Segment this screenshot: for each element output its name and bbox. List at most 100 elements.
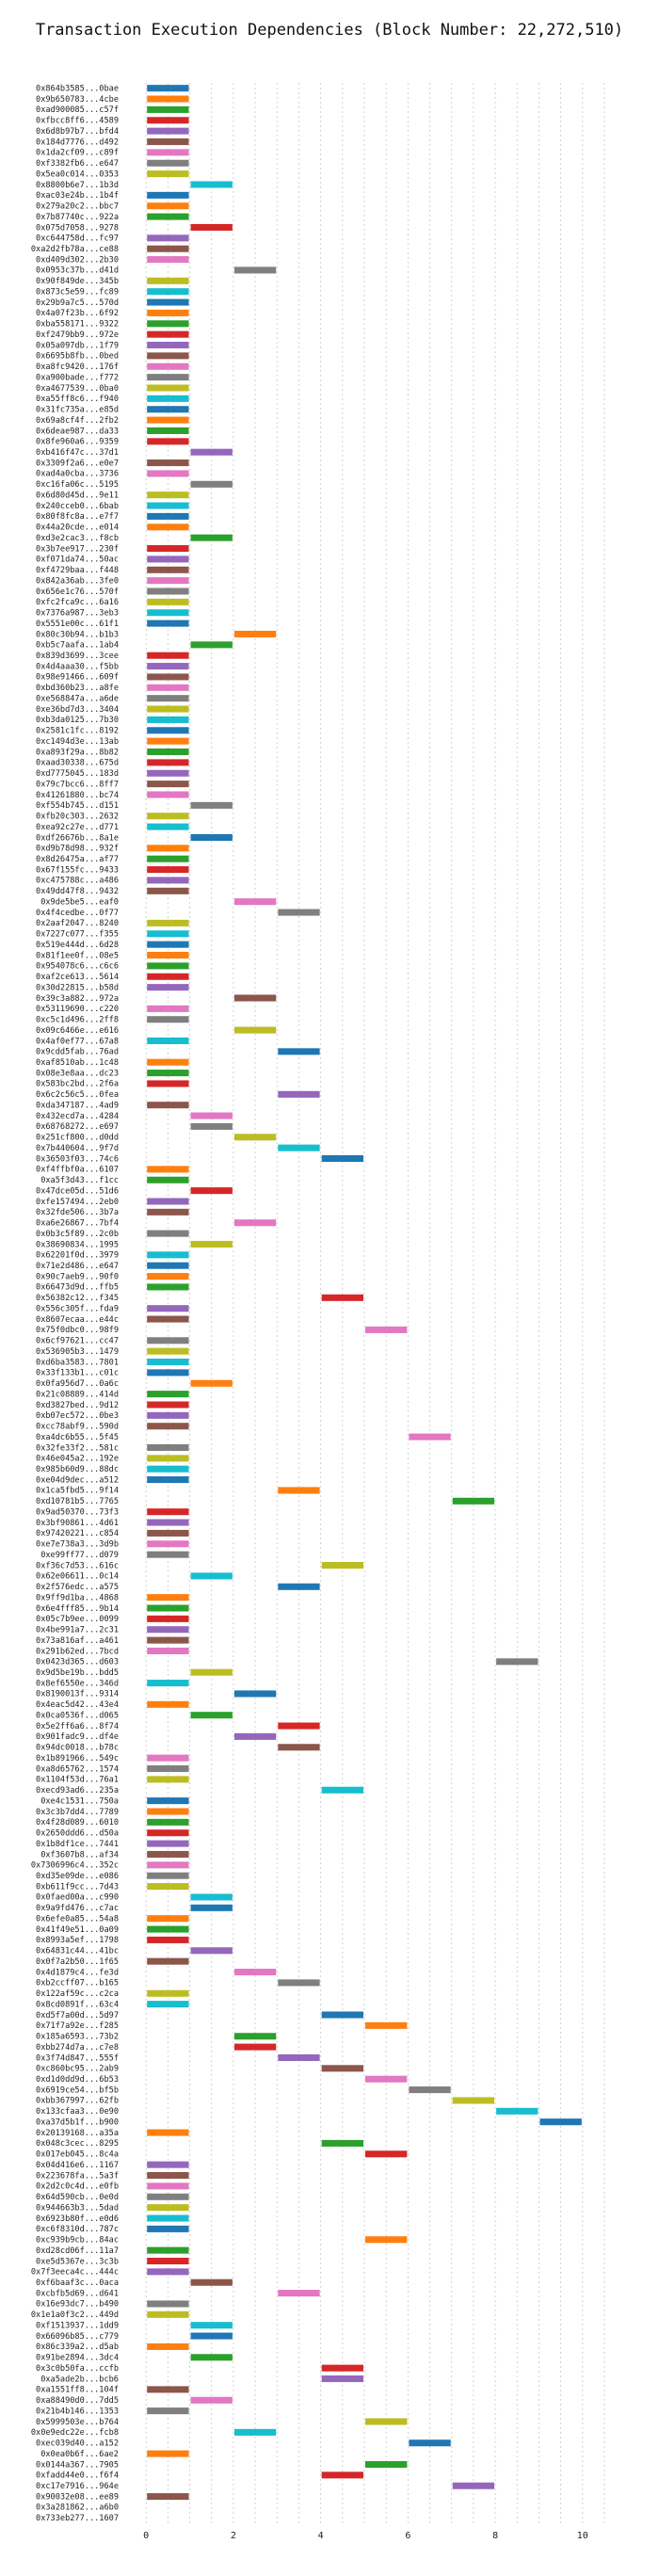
- transaction-label: 0xa4dc6b55...5f45: [36, 1433, 119, 1442]
- execution-bar: [147, 1455, 189, 1462]
- execution-bar: [409, 2086, 451, 2094]
- transaction-label: 0x64831c44...41bc: [36, 1947, 119, 1956]
- execution-bar: [147, 1005, 189, 1012]
- execution-bar: [190, 1572, 233, 1580]
- transaction-label: 0x62201f0d...3979: [36, 1251, 119, 1261]
- transaction-label: 0xda347187...4ad9: [36, 1101, 119, 1110]
- execution-bar: [321, 2471, 363, 2479]
- transaction-label: 0xd28cd06f...11a7: [36, 2246, 119, 2256]
- execution-bar: [147, 1337, 189, 1344]
- execution-bar: [147, 2300, 189, 2308]
- execution-bar: [147, 298, 189, 306]
- transaction-label: 0xe04d9dec...a512: [36, 1475, 119, 1485]
- transaction-label: 0xa88490d0...7dd5: [36, 2396, 119, 2406]
- transaction-label: 0x6919ce54...bf5b: [36, 2085, 119, 2095]
- transaction-label: 0xe99ff77...d079: [40, 1551, 119, 1560]
- execution-bar: [147, 695, 189, 702]
- transaction-label: 0x251cf800...d0dd: [36, 1134, 119, 1143]
- execution-bar: [147, 2214, 189, 2222]
- transaction-label: 0x0ea0b6f...6ae2: [40, 2450, 119, 2459]
- transaction-label: 0x4d4aaa30...f5bb: [36, 662, 119, 671]
- execution-bar: [147, 1754, 189, 1762]
- execution-bar: [147, 320, 189, 328]
- transaction-label: 0x73a816af...a461: [36, 1636, 119, 1646]
- execution-bar: [147, 737, 189, 745]
- transaction-label: 0x68768272...e697: [36, 1122, 119, 1132]
- execution-bar: [147, 117, 189, 124]
- execution-bar: [147, 1915, 189, 1923]
- transaction-label: 0x49dd47f8...9432: [36, 887, 119, 896]
- execution-bar: [147, 1080, 189, 1087]
- execution-bar: [147, 577, 189, 585]
- transaction-label: 0x2581c1fc...8192: [36, 727, 119, 736]
- transaction-label: 0x36503f03...74c6: [36, 1154, 119, 1164]
- transaction-label: 0xfb20c303...2632: [36, 813, 119, 822]
- transaction-label: 0x2d2c0c4d...e0fb: [36, 2182, 119, 2192]
- execution-bar: [147, 416, 189, 424]
- execution-bar: [147, 277, 189, 284]
- execution-bar: [190, 223, 233, 231]
- execution-bar: [147, 1273, 189, 1280]
- execution-bar: [147, 2204, 189, 2212]
- execution-bar: [147, 1776, 189, 1783]
- execution-bar: [147, 523, 189, 531]
- execution-bar: [147, 673, 189, 681]
- transaction-label: 0x7376a987...3eb3: [36, 609, 119, 619]
- transaction-label: 0xb5c7aafa...1ab4: [36, 641, 119, 651]
- transaction-label: 0x67f155fc...9433: [36, 865, 119, 875]
- execution-bar: [190, 1712, 233, 1719]
- execution-bar: [147, 1251, 189, 1259]
- execution-bar: [147, 1369, 189, 1377]
- execution-bar: [409, 2439, 451, 2447]
- transaction-label: 0xf2479bb9...972e: [36, 330, 119, 340]
- execution-bar: [147, 749, 189, 756]
- transaction-label: 0x536905b3...1479: [36, 1347, 119, 1357]
- execution-bar: [233, 266, 277, 274]
- transaction-label: 0xf36c7d53...616c: [36, 1561, 119, 1570]
- transaction-label: 0x1104f53d...76a1: [36, 1776, 119, 1785]
- execution-bar: [190, 1122, 233, 1130]
- execution-bar: [147, 2161, 189, 2168]
- transaction-label: 0x62e06611...0c14: [36, 1572, 119, 1582]
- transaction-label: 0x09c6466e...e616: [36, 1026, 119, 1036]
- transaction-label: 0xbb367997...62fb: [36, 2097, 119, 2106]
- transaction-label: 0x41261880...bc74: [36, 791, 119, 800]
- execution-bar: [147, 406, 189, 413]
- transaction-label: 0x05c7b9ee...0099: [36, 1615, 119, 1624]
- transaction-label: 0x9ff9d1ba...4868: [36, 1593, 119, 1602]
- transaction-label: 0x4eac5d42...43e4: [36, 1700, 119, 1710]
- transaction-label: 0x47dce05d...51d6: [36, 1186, 119, 1196]
- transaction-label: 0x9a9fd476...c7ac: [36, 1904, 119, 1913]
- transaction-label: 0x1e1a0f3c2...449d: [31, 2310, 119, 2320]
- execution-bar: [147, 652, 189, 659]
- transaction-label: 0x954078c6...c6c6: [36, 962, 119, 972]
- transaction-label: 0x3c3b7dd4...7789: [36, 1808, 119, 1817]
- transaction-label: 0x8cd0891f...63c4: [36, 2000, 119, 2009]
- execution-bar: [147, 288, 189, 296]
- x-tick-label: 10: [577, 2531, 588, 2541]
- transaction-label: 0x8993a5ef...1798: [36, 1936, 119, 1945]
- execution-bar: [147, 213, 189, 220]
- transaction-label: 0x583bc2bd...2f6a: [36, 1080, 119, 1089]
- execution-bar: [147, 684, 189, 691]
- execution-bar: [190, 833, 233, 841]
- transaction-label: 0x90c7aeb9...90f0: [36, 1272, 119, 1281]
- transaction-label: 0xd35e09de...e086: [36, 1872, 119, 1881]
- transaction-label: 0xfe157494...2eb0: [36, 1198, 119, 1207]
- transaction-label: 0xd6ba3583...7801: [36, 1358, 119, 1367]
- execution-bar: [147, 1476, 189, 1484]
- transaction-label: 0x1b8df1ce...7441: [36, 1840, 119, 1849]
- execution-bar: [190, 2332, 233, 2340]
- transaction-label: 0x1ca5fbd5...9f14: [36, 1487, 119, 1496]
- execution-bar: [321, 2065, 363, 2072]
- transaction-label: 0x122af59c...c2ca: [36, 1989, 119, 1999]
- execution-bar: [147, 330, 189, 338]
- transaction-label: 0xa5ade2b...bcb6: [40, 2375, 119, 2384]
- execution-bar: [233, 2043, 277, 2051]
- execution-bar: [147, 1700, 189, 1708]
- execution-bar: [147, 1765, 189, 1773]
- transaction-label: 0x16e93dc7...b490: [36, 2300, 119, 2310]
- transaction-label: 0x33f133b1...c01c: [36, 1369, 119, 1378]
- transaction-label: 0xa900bade...f772: [36, 373, 119, 382]
